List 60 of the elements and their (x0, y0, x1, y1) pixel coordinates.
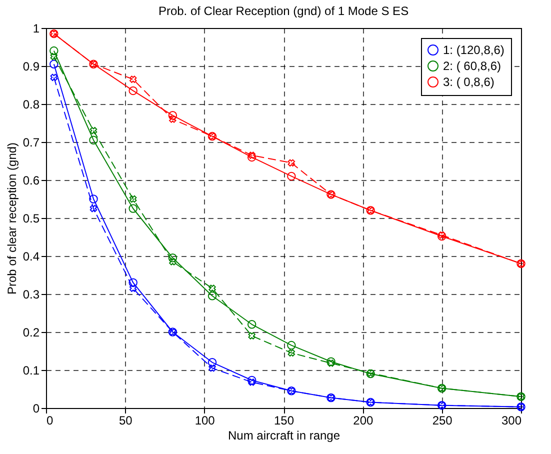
y-tick-label: 0.9 (22, 60, 40, 74)
y-tick-label: 0.7 (22, 136, 40, 150)
y-tick-label: 0 (32, 402, 40, 416)
legend-label: 2: ( 60,8,6) (443, 59, 502, 73)
point (50, 46, 58, 56)
y-axis-title: Prob of clear reception (gnd) (4, 142, 19, 295)
point (288, 349, 296, 357)
point (129, 195, 137, 203)
x-tick-label: 250 (432, 414, 453, 428)
point (128, 204, 138, 213)
y-tick-label: 0.6 (22, 174, 40, 188)
point (287, 340, 296, 350)
point (247, 320, 256, 329)
point (248, 378, 256, 386)
point (168, 254, 178, 262)
point (326, 357, 336, 366)
legend-label: 1: (120,8,6) (443, 43, 504, 57)
point (89, 136, 98, 144)
point (248, 332, 256, 340)
point (50, 60, 58, 68)
x-tick-label: 100 (194, 414, 216, 428)
x-axis-title: Num aircraft in range (228, 428, 340, 442)
x-tick-label: 50 (118, 414, 133, 428)
y-tick-label: 0.2 (22, 326, 40, 340)
point (129, 284, 137, 292)
y-tick-label: 1 (32, 22, 40, 36)
point (248, 152, 256, 159)
point (327, 360, 335, 367)
x-tick-label: 150 (274, 414, 294, 428)
y-tick-label: 0.5 (22, 212, 40, 226)
point (437, 232, 446, 241)
y-tick-label: 0.1 (22, 364, 40, 378)
point (128, 278, 138, 287)
point (168, 111, 178, 120)
chart-title: Prob. of Clear Reception (gnd) of 1 Mode S ES (158, 4, 409, 18)
point (247, 152, 256, 162)
point (169, 258, 176, 266)
x-tick-label: 200 (353, 414, 374, 428)
point (287, 172, 296, 181)
x-tick-label: 300 (501, 414, 522, 428)
point (89, 194, 98, 204)
point (128, 86, 138, 96)
point (208, 292, 217, 300)
y-tick-label: 0.8 (22, 98, 40, 112)
point (90, 204, 98, 212)
point (50, 52, 58, 60)
point (129, 76, 137, 83)
point (208, 358, 217, 367)
x-tick-label: 0 (46, 414, 54, 428)
point (288, 159, 296, 167)
point (247, 376, 256, 385)
legend-label: 3: ( 0,8,6) (443, 75, 494, 89)
point (208, 284, 216, 292)
point (208, 364, 216, 372)
y-tick-label: 0.3 (22, 288, 40, 302)
point (438, 231, 446, 239)
point (90, 126, 98, 134)
y-tick-label: 0.4 (22, 250, 40, 264)
point (50, 74, 58, 82)
point (169, 116, 176, 123)
